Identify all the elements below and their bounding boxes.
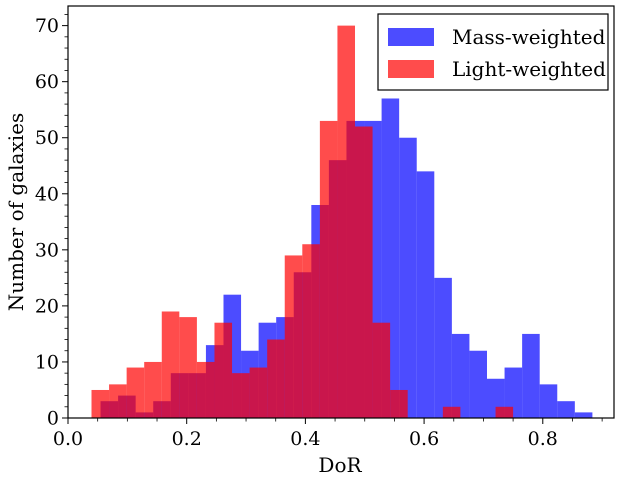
light-weighted-bar — [319, 120, 338, 419]
light-weighted-bar — [179, 317, 197, 418]
mass-weighted-bar — [522, 333, 540, 418]
x-tick-label: 0.2 — [172, 428, 202, 450]
light-weighted-bar — [337, 25, 356, 418]
light-weighted-bar — [442, 406, 461, 418]
light-weighted-bar — [302, 244, 320, 418]
light-weighted-bar — [109, 384, 127, 418]
light-weighted-bar — [390, 389, 408, 418]
mass-weighted-bar — [539, 384, 558, 418]
legend: Mass-weighted Light-weighted — [377, 13, 609, 91]
mass-weighted-bar — [557, 401, 575, 418]
legend-label: Light-weighted — [452, 57, 606, 81]
legend-swatch — [388, 28, 434, 46]
mass-weighted-bar — [416, 171, 435, 418]
light-weighted-bar — [495, 406, 514, 418]
y-tick-label: 0 — [47, 408, 59, 430]
bars-layer — [91, 25, 593, 419]
mass-weighted-bar — [504, 367, 523, 418]
plot-frame — [67, 5, 615, 419]
mass-weighted-bar — [451, 333, 470, 418]
y-tick-label: 50 — [35, 127, 59, 149]
light-weighted-bar — [249, 367, 268, 418]
light-weighted-bar — [196, 361, 215, 418]
mass-weighted-bar — [469, 350, 487, 418]
light-weighted-bar — [91, 389, 110, 418]
light-weighted-bar — [284, 255, 303, 418]
y-tick-label: 20 — [35, 295, 59, 317]
mass-weighted-bar — [399, 137, 417, 418]
light-weighted-bar — [144, 361, 162, 418]
y-tick-label: 10 — [35, 351, 59, 373]
axes-layer: 0.0 0.2 0.4 0.6 0.8 0 10 20 30 40 50 60 70 — [35, 5, 615, 450]
x-tick-label: 0.6 — [409, 428, 439, 450]
light-weighted-bar — [232, 373, 250, 418]
y-tick-label: 30 — [35, 239, 59, 261]
y-axis-label: Number of galaxies — [4, 113, 28, 312]
light-weighted-bar — [372, 322, 391, 418]
legend-swatch — [388, 60, 434, 78]
light-weighted-bar — [214, 322, 233, 418]
x-axis-label: DoR — [318, 453, 362, 477]
y-tick-label: 60 — [35, 71, 59, 93]
x-tick-label: 0.4 — [290, 428, 320, 450]
light-weighted-bar — [126, 367, 145, 418]
mass-weighted-bar — [574, 412, 593, 418]
x-tick-label: 0.0 — [53, 428, 83, 450]
light-weighted-bar — [267, 339, 285, 418]
y-tick-label: 70 — [35, 15, 59, 37]
light-weighted-bar — [161, 311, 180, 418]
light-weighted-bar — [355, 126, 373, 419]
mass-weighted-bar — [434, 277, 452, 418]
y-tick-label: 40 — [35, 183, 59, 205]
x-tick-label: 0.8 — [528, 428, 558, 450]
legend-label: Mass-weighted — [452, 25, 606, 49]
